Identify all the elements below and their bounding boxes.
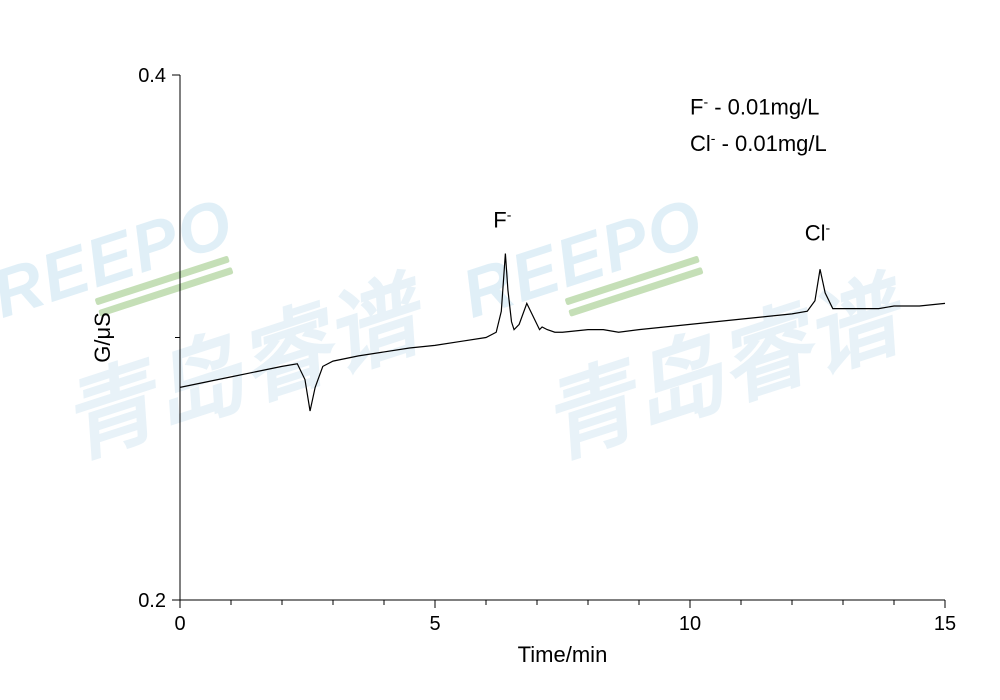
x-tick-label: 5 <box>429 613 440 635</box>
y-axis-title: G/μS <box>90 312 115 363</box>
peak-label: Cl- <box>805 219 831 245</box>
chromatogram-chart: REEPOREEPO青岛睿谱青岛睿谱0510150.20.4Time/minG/… <box>0 0 1000 700</box>
x-tick-label: 0 <box>174 613 185 635</box>
chart-container: REEPOREEPO青岛睿谱青岛睿谱0510150.20.4Time/minG/… <box>0 0 1000 700</box>
x-tick-label: 10 <box>679 613 701 635</box>
y-tick-label: 0.2 <box>138 590 166 612</box>
peak-label: F- <box>493 206 511 232</box>
x-tick-label: 15 <box>934 613 956 635</box>
legend-item: Cl- - 0.01mg/L <box>690 130 827 156</box>
y-tick-label: 0.4 <box>138 65 166 87</box>
x-axis-title: Time/min <box>518 642 608 667</box>
legend-item: F- - 0.01mg/L <box>690 93 819 119</box>
watermark-reepo: REEPO <box>0 184 243 333</box>
